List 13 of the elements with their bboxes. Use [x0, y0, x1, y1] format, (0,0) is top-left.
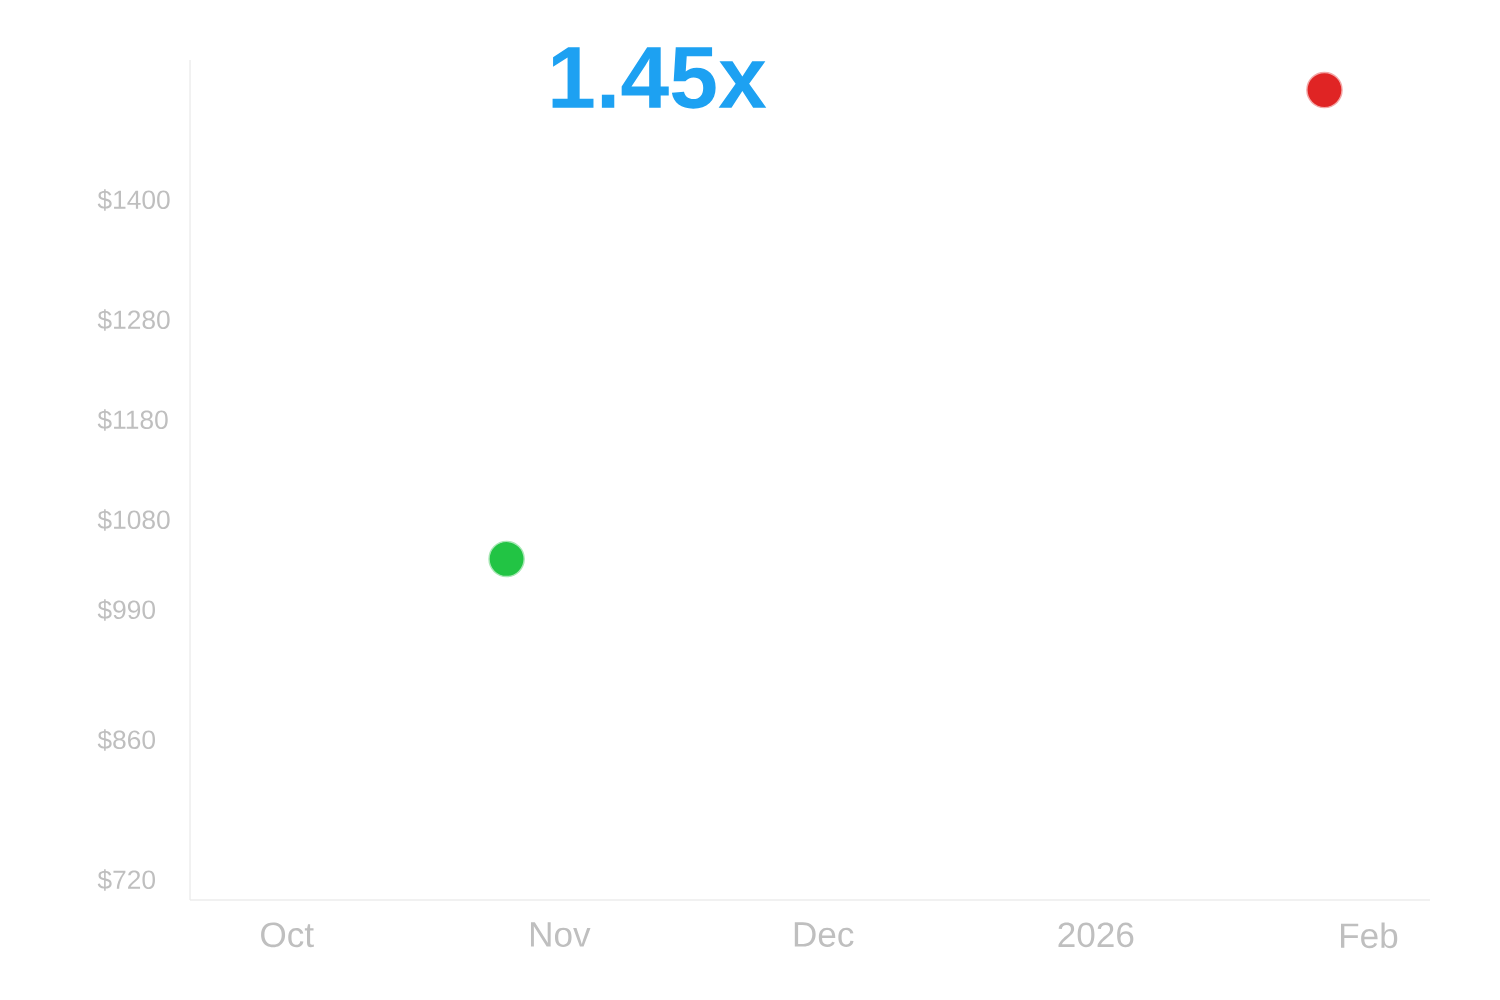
y-tick-label: $1280	[97, 309, 170, 331]
y-tick-label: $1400	[97, 189, 170, 211]
y-tick-label: $1180	[97, 409, 168, 431]
x-tick-label: Feb	[1341, 922, 1398, 949]
y-tick-label: $1080	[97, 509, 170, 531]
x-tick-label: Oct	[261, 922, 314, 948]
y-tick-label: $720	[97, 869, 156, 891]
x-tick-label: Nov	[530, 922, 591, 947]
y-tick-label: $860	[97, 729, 156, 751]
x-tick-label: 2026	[1058, 922, 1134, 948]
chart-title: 1.45x	[552, 47, 767, 109]
y-tick-label: $990	[97, 599, 156, 621]
x-tick-label: Dec	[794, 922, 854, 947]
